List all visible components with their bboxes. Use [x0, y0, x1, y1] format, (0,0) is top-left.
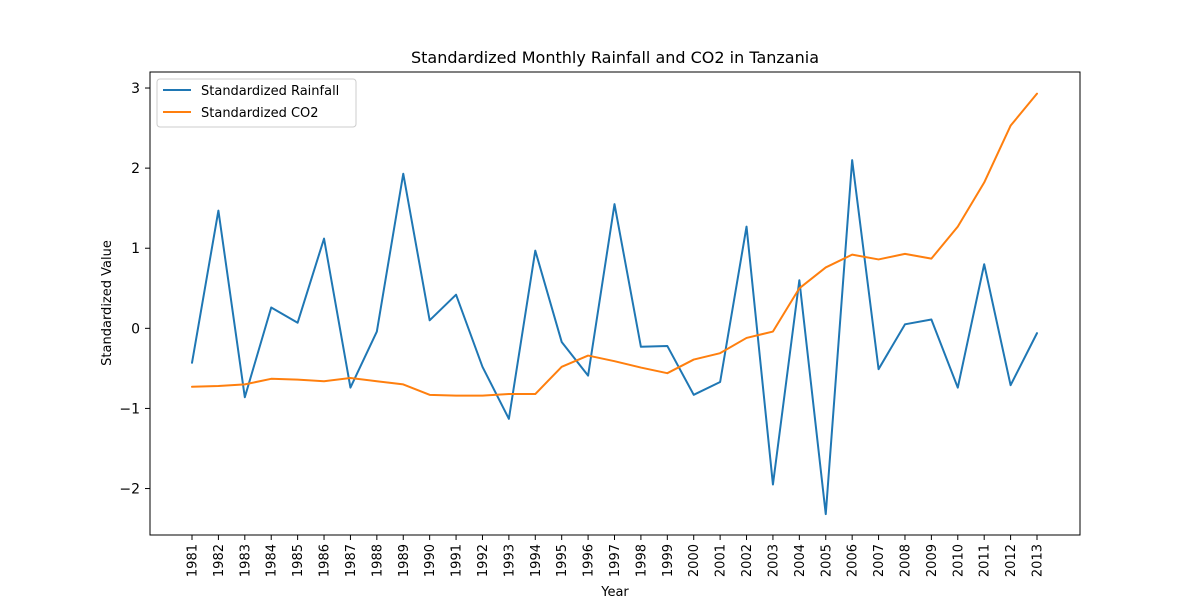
x-tick-label: 1982 — [212, 544, 227, 577]
legend-label-co2: Standardized CO2 — [201, 106, 319, 121]
y-tick-label: 3 — [131, 81, 140, 97]
x-tick-label: 1991 — [450, 544, 465, 577]
x-tick-label: 1990 — [423, 544, 438, 577]
x-tick-label: 2006 — [846, 544, 861, 577]
y-tick-label: 1 — [131, 241, 140, 257]
x-tick-label: 1999 — [661, 544, 676, 577]
x-tick-label: 1993 — [502, 544, 517, 577]
series-line-rainfall — [191, 159, 1038, 516]
series-line-co2 — [191, 92, 1038, 397]
y-tick-label: −1 — [119, 401, 140, 417]
x-tick-label: 2009 — [925, 544, 940, 577]
x-tick-label: 2003 — [766, 544, 781, 577]
x-tick-label: 1985 — [291, 544, 306, 577]
x-axis-label: Year — [600, 585, 629, 600]
chart-title: Standardized Monthly Rainfall and CO2 in… — [411, 48, 819, 67]
x-tick-label: 2012 — [1004, 544, 1019, 577]
x-tick-label: 1989 — [397, 544, 412, 577]
x-tick-label: 2007 — [872, 544, 887, 577]
x-tick-label: 1986 — [318, 544, 333, 577]
y-tick-label: 0 — [131, 321, 140, 337]
x-tick-label: 1983 — [238, 544, 253, 577]
x-tick-label: 2002 — [740, 544, 755, 577]
y-axis-label: Standardized Value — [100, 240, 115, 366]
legend-label-rainfall: Standardized Rainfall — [201, 84, 339, 99]
x-tick-label: 2008 — [898, 544, 913, 577]
x-tick-label: 1992 — [476, 544, 491, 577]
x-tick-label: 2010 — [951, 544, 966, 577]
x-tick-label: 2013 — [1031, 544, 1046, 577]
x-tick-label: 1981 — [186, 544, 201, 577]
x-tick-label: 1997 — [608, 544, 623, 577]
legend: Standardized Rainfall Standardized CO2 — [156, 78, 357, 128]
x-tick-label: 1987 — [344, 544, 359, 577]
x-tick-label: 2001 — [714, 544, 729, 577]
x-tick-label: 1994 — [529, 544, 544, 577]
legend-box — [156, 78, 357, 128]
x-tick-label: 2000 — [687, 544, 702, 577]
x-tick-label: 2004 — [793, 544, 808, 577]
x-tick-label: 1996 — [582, 544, 597, 577]
x-tick-label: 1995 — [555, 544, 570, 577]
y-tick-label: 2 — [131, 161, 140, 177]
x-tick-label: 1988 — [370, 544, 385, 577]
x-tick-label: 2011 — [978, 544, 993, 577]
x-axis: 1981 1982 1983 1984 1985 1986 1987 1988 1989 1990… — [186, 535, 1046, 577]
series-layer — [191, 92, 1038, 516]
x-tick-label: 1984 — [265, 544, 280, 577]
plot-area: 1981 1982 1983 1984 1985 1986 1987 1988 1989 1990… — [119, 71, 1081, 577]
y-axis: −2 −1 0 1 2 3 — [119, 81, 150, 498]
y-tick-label: −2 — [119, 482, 140, 498]
x-tick-label: 2005 — [819, 544, 834, 577]
x-tick-label: 1998 — [634, 544, 649, 577]
